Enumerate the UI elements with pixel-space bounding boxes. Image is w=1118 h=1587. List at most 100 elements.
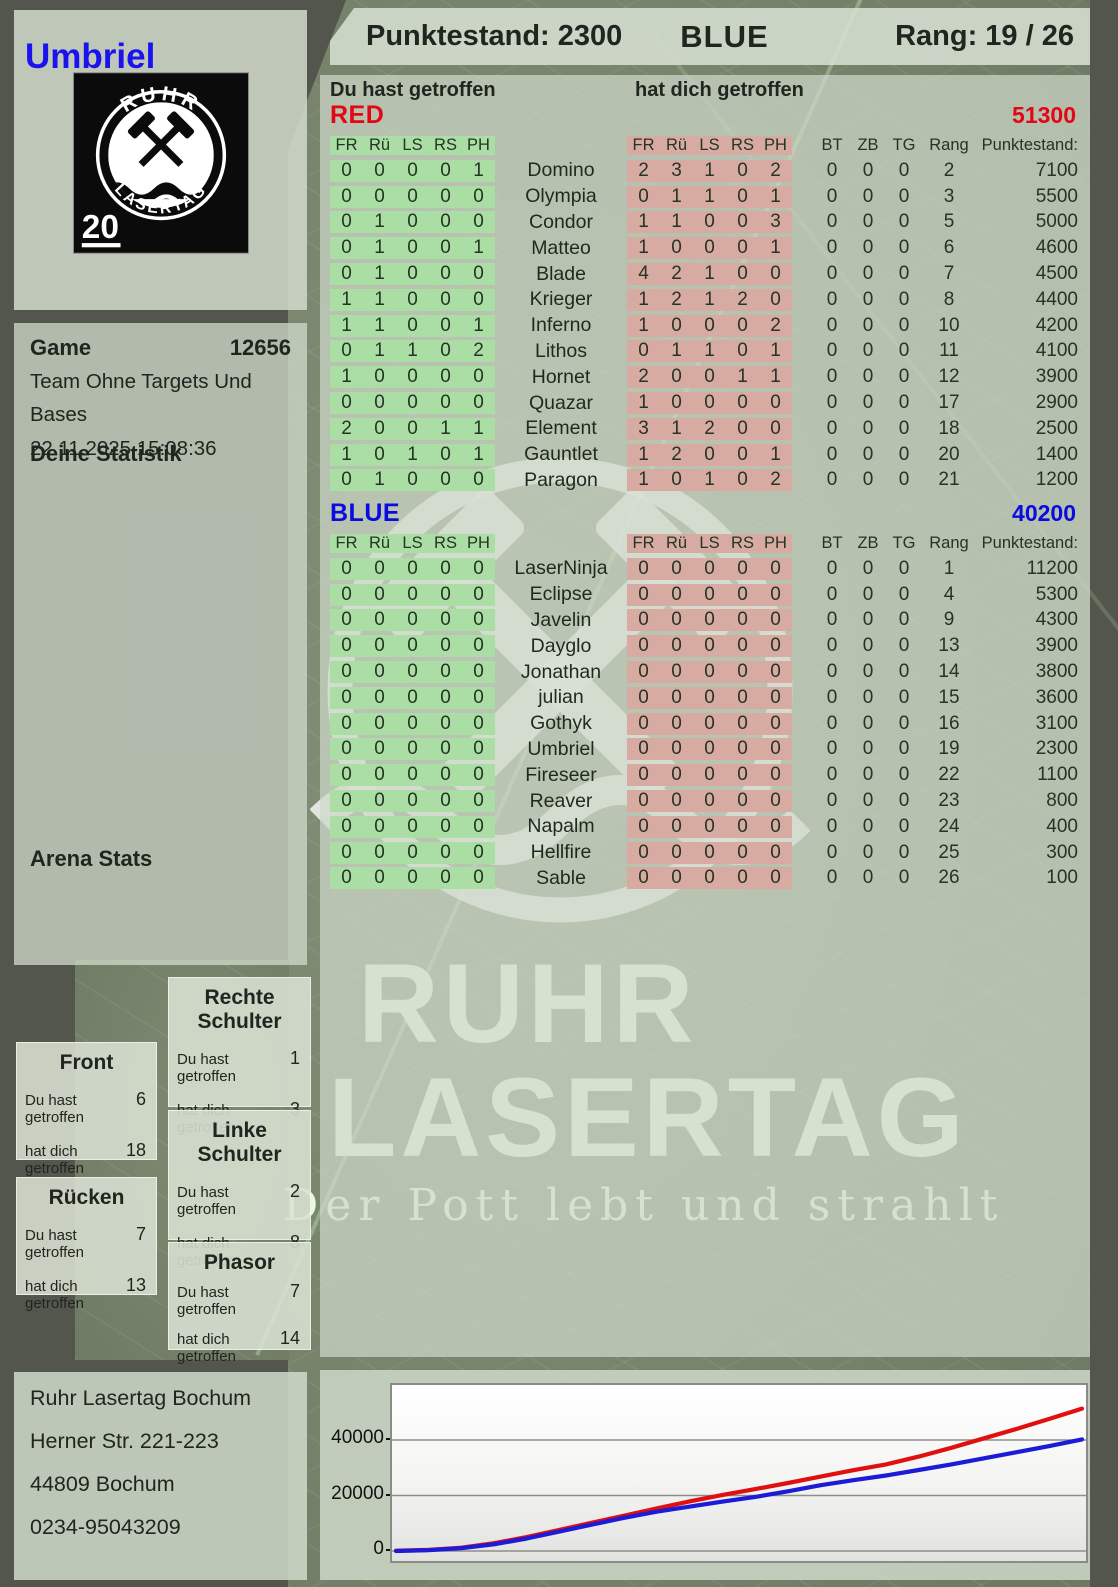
rang-cell: 11 [939,340,959,362]
them-hit-cell: 0 [693,635,726,658]
them-hit-cell: 0 [759,392,792,415]
zone-them-label: hat dich getroffen [177,1331,236,1365]
extra-cell: 0 [862,583,874,605]
col-header-them: Rü [660,135,693,155]
them-hit-cell: 0 [660,764,693,787]
rang-cell: 9 [943,609,955,631]
points-cell: 5500 [1035,185,1078,207]
score-table-row: 0 1 1 0 2 Lithos 0 1 1 0 1 0 0 0 11 4100 [320,339,1090,365]
address-panel: Ruhr Lasertag Bochum Herner Str. 221-223… [14,1372,307,1580]
col-header-extra: ZB [857,135,879,154]
you-hit-cell: 0 [429,609,462,632]
extra-cell: 0 [898,583,910,605]
them-hit-cell: 1 [660,185,693,208]
col-header-you: Rü [363,135,396,155]
score-table-row: 1 0 0 0 0 Hornet 2 0 0 1 1 0 0 0 12 3900 [320,364,1090,390]
y-axis-tick-40000: 40000 [328,1427,392,1449]
stats-panel: Game 12656 Team Ohne Targets Und Bases 2… [14,323,307,965]
rang-cell: 6 [943,237,955,259]
score-table-row: 0 1 0 0 1 Matteo 1 0 0 0 1 0 0 0 6 4600 [320,235,1090,261]
zone-you-value: 7 [135,1224,146,1244]
you-hit-cell: 0 [429,263,462,286]
score-table-row: 0 0 0 0 0 Umbriel 0 0 0 0 0 0 0 0 19 2300 [320,737,1090,763]
player-name-cell: Olympia [525,185,597,208]
points-cell: 3100 [1035,712,1078,734]
you-hit-cell: 1 [429,417,462,440]
extra-cell: 0 [898,443,910,465]
you-hit-cell: 0 [462,609,495,632]
you-hit-cell: 1 [462,159,495,182]
them-hit-cell: 2 [759,314,792,337]
them-hit-cell: 0 [660,841,693,864]
extra-cell: 0 [898,712,910,734]
you-hit-cell: 0 [330,263,363,286]
you-hit-cell: 1 [363,263,396,286]
them-hit-cell: 2 [660,288,693,311]
extra-cell: 0 [826,263,838,285]
rang-cell: 14 [938,661,960,683]
extra-cell: 0 [826,661,838,683]
header-score: Punktestand: 2300 [366,20,623,52]
extra-cell: 0 [862,417,874,439]
extra-cell: 0 [862,661,874,683]
score-table-row: 0 0 0 0 1 Domino 2 3 1 0 2 0 0 0 2 7100 [320,158,1090,184]
y-axis-tick-0: 0 [328,1538,392,1560]
player-name-cell: LaserNinja [514,557,608,580]
zone-title: Rechte Schulter [197,986,282,1033]
you-hit-cell: 0 [429,867,462,890]
header-bar: Punktestand: 2300 BLUE Rang: 19 / 26 [330,8,1090,65]
them-hit-cell: 1 [627,443,660,466]
player-name-cell: Inferno [530,314,592,337]
extra-cell: 0 [826,417,838,439]
you-hit-cell: 0 [396,635,429,658]
you-hit-cell: 0 [429,237,462,260]
them-hit-label: hat dich getroffen [635,79,804,101]
zone-title: Front [59,1051,114,1074]
them-hit-cell: 0 [726,417,759,440]
score-progress-chart [392,1406,1086,1554]
rang-cell: 1 [943,557,955,579]
you-hit-cell: 0 [363,661,396,684]
extra-cell: 0 [898,314,910,336]
them-hit-cell: 0 [726,263,759,286]
you-hit-cell: 1 [330,366,363,389]
them-hit-cell: 2 [660,263,693,286]
game-label: Game [30,335,92,360]
col-header-points: Punktestand: [981,135,1078,154]
rang-cell: 26 [938,867,960,889]
red-team-name: RED [330,101,385,129]
you-hit-cell: 0 [396,686,429,709]
extra-cell: 0 [862,366,874,388]
crossed-hammers-icon [127,111,195,167]
them-hit-cell: 0 [726,469,759,492]
arena-stats-heading: Arena Stats [30,846,153,871]
them-hit-cell: 0 [759,867,792,890]
extra-cell: 0 [826,185,838,207]
you-hit-cell: 1 [462,417,495,440]
them-hit-cell: 1 [660,211,693,234]
extra-cell: 0 [898,609,910,631]
rang-cell: 22 [938,764,960,786]
them-hit-cell: 2 [627,159,660,182]
you-hit-cell: 0 [396,841,429,864]
you-hit-cell: 0 [396,738,429,761]
you-hit-cell: 1 [330,443,363,466]
them-hit-cell: 0 [726,815,759,838]
them-hit-cell: 0 [660,557,693,580]
col-header-extra: ZB [857,533,879,552]
you-hit-cell: 0 [462,583,495,606]
extra-cell: 0 [862,314,874,336]
points-cell: 300 [1046,841,1078,863]
them-hit-cell: 0 [759,841,792,864]
score-table-row: 0 0 0 0 0 julian 0 0 0 0 0 0 0 0 15 3600 [320,685,1090,711]
you-hit-cell: 0 [330,340,363,363]
you-hit-cell: 0 [330,738,363,761]
rang-cell: 8 [943,288,955,310]
you-hit-cell: 2 [330,417,363,440]
points-cell: 5300 [1035,583,1078,605]
logo-badge-number: 20 [82,209,119,246]
you-hit-cell: 0 [363,867,396,890]
extra-cell: 0 [862,738,874,760]
you-hit-cell: 0 [429,764,462,787]
rang-cell: 15 [938,686,960,708]
